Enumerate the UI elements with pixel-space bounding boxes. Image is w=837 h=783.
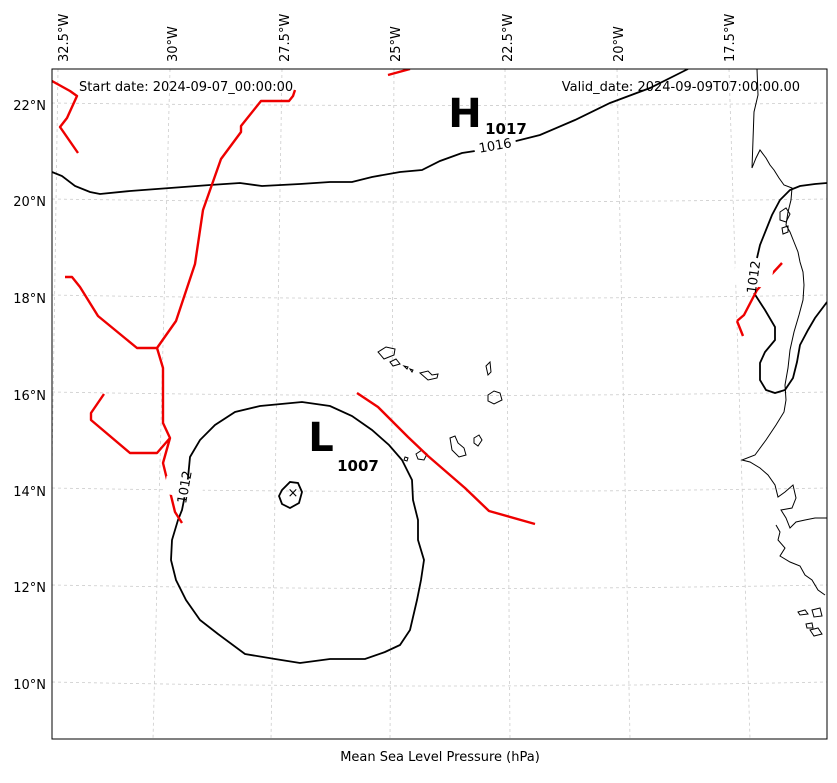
front-cape-verde <box>356 392 536 526</box>
lat-label-10n: 10°N <box>13 678 46 693</box>
map-caption: Mean Sea Level Pressure (hPa) <box>340 750 540 765</box>
lon-label-30w: 30°W <box>166 26 181 62</box>
map-area <box>52 69 827 739</box>
isobar-1007-core <box>278 481 303 510</box>
guinea-coast <box>775 524 826 596</box>
isobar-label-1012-low: 1012 <box>175 470 196 505</box>
lat-label-18n: 18°N <box>13 292 46 307</box>
cv-brava <box>403 456 409 462</box>
lat-label-22n: 22°N <box>13 99 46 114</box>
longitude-labels: 32.5°W 30°W 27.5°W 25°W 22.5°W 20°W 17.5… <box>57 14 738 62</box>
lat-label-12n: 12°N <box>13 581 46 596</box>
valid-date-label: Valid_date: 2024-09-09T07:00:00.00 <box>562 80 800 95</box>
front-lower-west <box>89 347 172 455</box>
cv-santiago <box>449 435 467 458</box>
coast-islet-2 <box>781 225 789 235</box>
cv-santa-luzia <box>402 365 414 373</box>
fronts <box>52 69 783 526</box>
lon-label-25w: 25°W <box>389 26 404 62</box>
isobar-labels: 1016 1012 1012 <box>163 133 774 505</box>
lon-label-27-5w: 27.5°W <box>278 14 293 62</box>
cv-sal <box>485 360 492 376</box>
lon-label-32-5w: 32.5°W <box>57 14 72 62</box>
front-northwest <box>52 79 79 154</box>
isobar-1012-east <box>756 182 827 259</box>
lat-label-20n: 20°N <box>13 195 46 210</box>
isobar-1012-low <box>170 401 425 664</box>
start-date-label: Start date: 2024-09-07_00:00:00 <box>79 80 293 95</box>
lat-label-14n: 14°N <box>13 485 46 500</box>
lon-label-22-5w: 22.5°W <box>501 14 516 62</box>
isobar-label-1012-east: 1012 <box>745 260 764 295</box>
cv-boa-vista <box>487 390 503 405</box>
isobar-1012-east-loop <box>753 292 827 394</box>
low-center-symbol: L <box>308 415 334 461</box>
coastline <box>377 69 827 637</box>
low-center-value: 1007 <box>337 457 379 475</box>
low-center-marker: × <box>288 486 299 501</box>
cv-santo-antao <box>377 346 396 360</box>
lon-label-17-5w: 17.5°W <box>723 14 738 62</box>
isobar-label-1016: 1016 <box>478 136 513 157</box>
pressure-centers: H 1017 L 1007 × <box>288 91 527 501</box>
bijagos-islands <box>797 607 823 637</box>
high-center-symbol: H <box>448 91 481 137</box>
high-center-value: 1017 <box>485 120 527 138</box>
cv-maio <box>473 434 483 447</box>
cv-sao-nicolau <box>418 370 439 381</box>
lat-label-16n: 16°N <box>13 389 46 404</box>
isobars <box>52 69 827 664</box>
coast-islet-1 <box>779 207 791 223</box>
isobar-1016 <box>52 69 689 195</box>
latitude-labels: 22°N 20°N 18°N 16°N 14°N 12°N 10°N <box>13 99 46 693</box>
africa-coast <box>740 69 827 529</box>
front-north <box>387 69 411 77</box>
front-upper-west <box>65 89 297 350</box>
map-border <box>51 68 828 740</box>
lon-label-20w: 20°W <box>612 26 627 62</box>
cv-sao-vicente <box>389 358 401 367</box>
